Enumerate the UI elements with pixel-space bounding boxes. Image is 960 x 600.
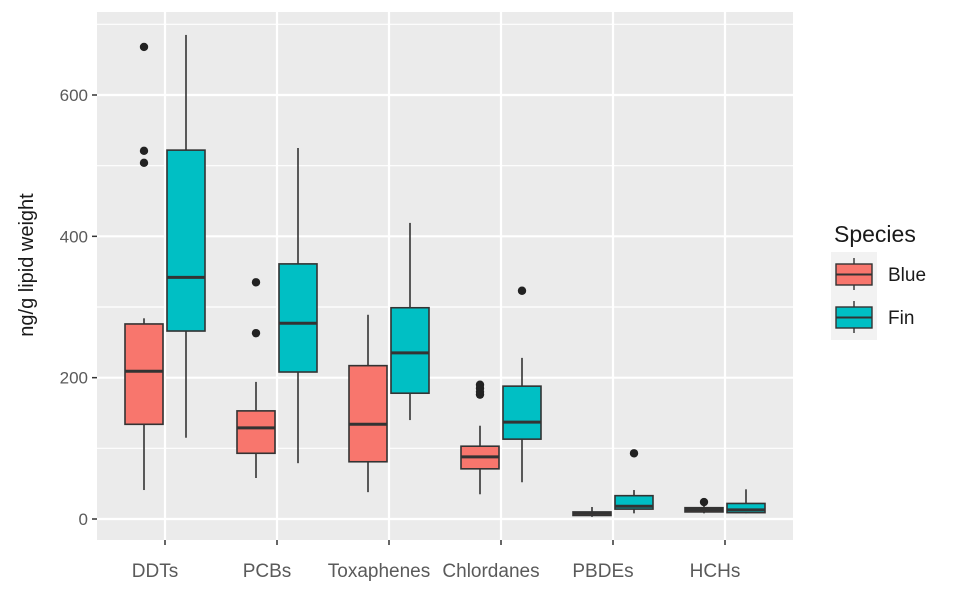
x-tick-label: DDTs <box>132 561 178 582</box>
box-iqr <box>348 364 388 463</box>
box-fin-chlordanes <box>502 286 542 483</box>
box-blue-toxaphenes <box>348 314 388 493</box>
outlier-point <box>699 497 709 507</box>
legend-key-blue <box>835 258 873 290</box>
y-tick-label: 200 <box>60 369 88 388</box>
box-iqr <box>502 385 542 440</box>
box-iqr <box>278 263 318 373</box>
x-tick-label: PBDEs <box>572 561 633 582</box>
legend-label-fin: Fin <box>888 308 914 329</box>
box-iqr <box>390 306 430 395</box>
plot-panel <box>97 12 793 540</box>
box-fin-pcbs <box>278 148 318 464</box>
box-iqr <box>236 410 276 455</box>
outlier-point <box>629 449 639 458</box>
y-tick-label: 400 <box>60 227 88 246</box>
outlier-point <box>139 42 149 52</box>
major-gridlines <box>97 12 793 540</box>
legend-title: Species <box>834 221 916 247</box>
legend-label-blue: Blue <box>888 265 926 286</box>
box-blue-chlordanes <box>460 380 500 495</box>
x-tick-label: Chlordanes <box>442 561 539 582</box>
box-blue-pcbs <box>236 278 276 479</box>
y-tick-label: 600 <box>60 86 88 105</box>
box-iqr <box>726 502 766 514</box>
box-blue-hchs <box>684 497 724 514</box>
x-tick-label: HCHs <box>690 561 741 582</box>
box-iqr <box>124 323 164 426</box>
legend-key-fin <box>835 301 873 333</box>
boxes-layer <box>124 34 766 517</box>
y-tick-label: 0 <box>79 510 88 529</box>
minor-gridlines <box>97 23 793 449</box>
y-axis: 0 200 400 600 <box>60 86 97 529</box>
box-fin-pbdes <box>614 449 654 514</box>
box-fin-hchs <box>726 489 766 514</box>
box-blue-ddts <box>124 42 164 491</box>
x-tick-label: PCBs <box>243 561 292 582</box>
legend-keys: Blue Fin <box>831 252 926 340</box>
box-iqr <box>166 149 206 332</box>
outlier-point <box>475 380 485 389</box>
x-axis: DDTs PCBs Toxaphenes Chlordanes PBDEs HCHs <box>132 540 741 582</box>
box-fin-toxaphenes <box>390 222 430 421</box>
outlier-point <box>251 278 261 287</box>
box-blue-pbdes <box>572 506 612 517</box>
outlier-point <box>139 158 149 168</box>
outlier-point <box>517 286 527 295</box>
y-axis-title: ng/g lipid weight <box>16 193 38 337</box>
box-fin-ddts <box>166 34 206 438</box>
x-tick-label: Toxaphenes <box>328 561 430 582</box>
outlier-point <box>139 146 149 156</box>
outlier-point <box>251 328 261 338</box>
legend: Species Blue Fin <box>831 221 926 340</box>
